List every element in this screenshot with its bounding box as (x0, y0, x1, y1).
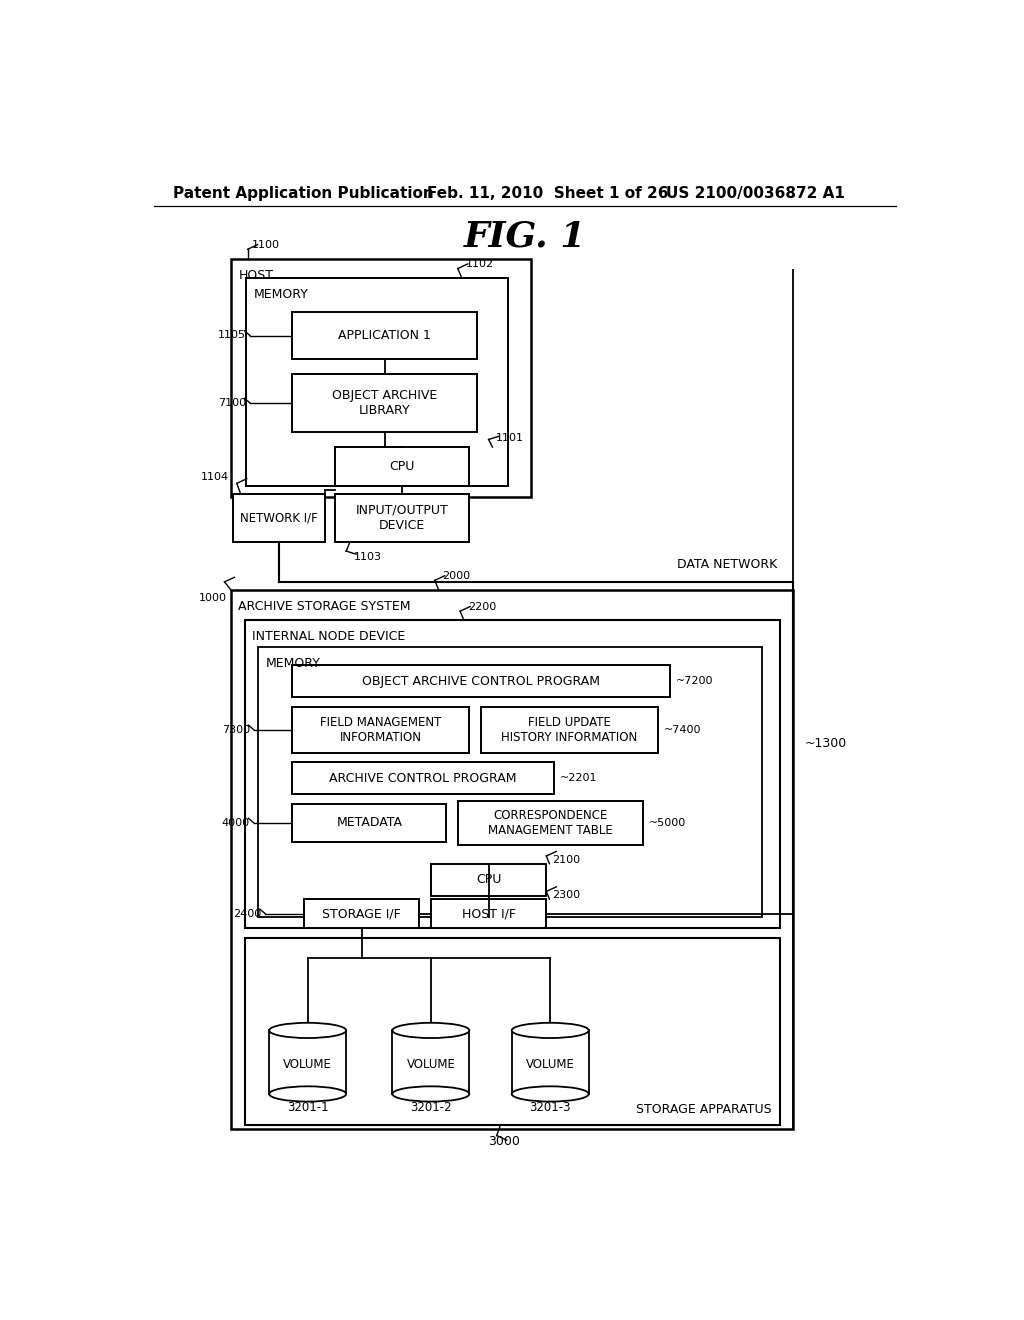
Bar (292, 665, 670, 697)
Bar (292, 374, 477, 432)
Text: 4000: 4000 (222, 818, 250, 828)
Bar (431, 899, 547, 928)
Text: 1102: 1102 (466, 259, 494, 269)
Bar (458, 800, 643, 845)
Text: METADATA: METADATA (336, 816, 402, 829)
Text: Patent Application Publication: Patent Application Publication (173, 186, 433, 201)
Bar (233, 494, 326, 543)
Bar (292, 706, 469, 752)
Text: APPLICATION 1: APPLICATION 1 (338, 329, 431, 342)
Ellipse shape (269, 1023, 346, 1038)
Text: HOST: HOST (239, 269, 273, 282)
Ellipse shape (512, 1086, 589, 1102)
Bar (292, 804, 446, 842)
Bar (292, 313, 477, 359)
Text: DATA NETWORK: DATA NETWORK (677, 558, 777, 572)
Text: 1000: 1000 (199, 594, 226, 603)
Text: 7300: 7300 (222, 725, 250, 735)
Text: HOST I/F: HOST I/F (462, 907, 516, 920)
Text: 3201-3: 3201-3 (529, 1101, 571, 1114)
Text: MEMORY: MEMORY (254, 288, 308, 301)
Text: 3201-2: 3201-2 (410, 1101, 452, 1114)
Bar (245, 939, 779, 1125)
Text: ~7200: ~7200 (676, 676, 714, 686)
Text: 3201-1: 3201-1 (287, 1101, 329, 1114)
Text: MEMORY: MEMORY (265, 656, 321, 669)
Text: VOLUME: VOLUME (284, 1057, 332, 1071)
Text: CPU: CPU (389, 459, 415, 473)
Ellipse shape (512, 1023, 589, 1038)
Text: 2000: 2000 (442, 570, 471, 581)
Bar (431, 863, 547, 896)
Text: CORRESPONDENCE
MANAGEMENT TABLE: CORRESPONDENCE MANAGEMENT TABLE (487, 809, 612, 837)
Text: INTERNAL NODE DEVICE: INTERNAL NODE DEVICE (252, 631, 406, 643)
Text: NETWORK I/F: NETWORK I/F (241, 511, 318, 524)
Bar (230, 590, 793, 1129)
Text: 3000: 3000 (488, 1135, 520, 1148)
Bar (230, 259, 531, 498)
Text: CPU: CPU (476, 874, 502, 887)
Text: ARCHIVE CONTROL PROGRAM: ARCHIVE CONTROL PROGRAM (330, 772, 517, 785)
Text: ~1300: ~1300 (804, 737, 847, 750)
Text: OBJECT ARCHIVE CONTROL PROGRAM: OBJECT ARCHIVE CONTROL PROGRAM (361, 675, 600, 688)
Text: 1104: 1104 (201, 473, 229, 482)
Text: ~5000: ~5000 (649, 818, 686, 828)
Text: STORAGE APPARATUS: STORAGE APPARATUS (636, 1102, 772, 1115)
Text: US 2100/0036872 A1: US 2100/0036872 A1 (666, 186, 845, 201)
Text: 1105: 1105 (218, 330, 246, 341)
Bar (481, 706, 658, 752)
Text: 2400: 2400 (233, 908, 261, 919)
Text: VOLUME: VOLUME (407, 1057, 456, 1071)
Text: 1103: 1103 (354, 552, 382, 562)
Bar (245, 620, 779, 928)
Text: STORAGE I/F: STORAGE I/F (323, 907, 401, 920)
Bar (304, 899, 419, 928)
Text: 2200: 2200 (468, 602, 496, 611)
Bar (335, 447, 469, 486)
Ellipse shape (392, 1086, 469, 1102)
Bar (335, 494, 469, 543)
Text: ~7400: ~7400 (665, 725, 701, 735)
Text: INPUT/OUTPUT
DEVICE: INPUT/OUTPUT DEVICE (355, 504, 449, 532)
Text: 7100: 7100 (218, 397, 246, 408)
Text: 1101: 1101 (497, 433, 524, 444)
Bar (258, 647, 762, 917)
Text: Feb. 11, 2010  Sheet 1 of 26: Feb. 11, 2010 Sheet 1 of 26 (427, 186, 669, 201)
Text: 1100: 1100 (252, 240, 281, 249)
Ellipse shape (269, 1086, 346, 1102)
Text: FIG. 1: FIG. 1 (464, 220, 586, 253)
Text: FIELD UPDATE
HISTORY INFORMATION: FIELD UPDATE HISTORY INFORMATION (502, 715, 638, 743)
Bar (392, 1031, 469, 1094)
Bar (512, 1031, 589, 1094)
Text: ~2201: ~2201 (560, 774, 598, 783)
Bar (292, 762, 554, 795)
Ellipse shape (392, 1023, 469, 1038)
Text: OBJECT ARCHIVE
LIBRARY: OBJECT ARCHIVE LIBRARY (332, 389, 437, 417)
Text: 2300: 2300 (553, 890, 581, 900)
Bar (246, 277, 508, 486)
Text: 2100: 2100 (553, 855, 581, 865)
Text: FIELD MANAGEMENT
INFORMATION: FIELD MANAGEMENT INFORMATION (321, 715, 441, 743)
Text: VOLUME: VOLUME (525, 1057, 574, 1071)
Bar (269, 1031, 346, 1094)
Text: ARCHIVE STORAGE SYSTEM: ARCHIVE STORAGE SYSTEM (239, 601, 411, 614)
